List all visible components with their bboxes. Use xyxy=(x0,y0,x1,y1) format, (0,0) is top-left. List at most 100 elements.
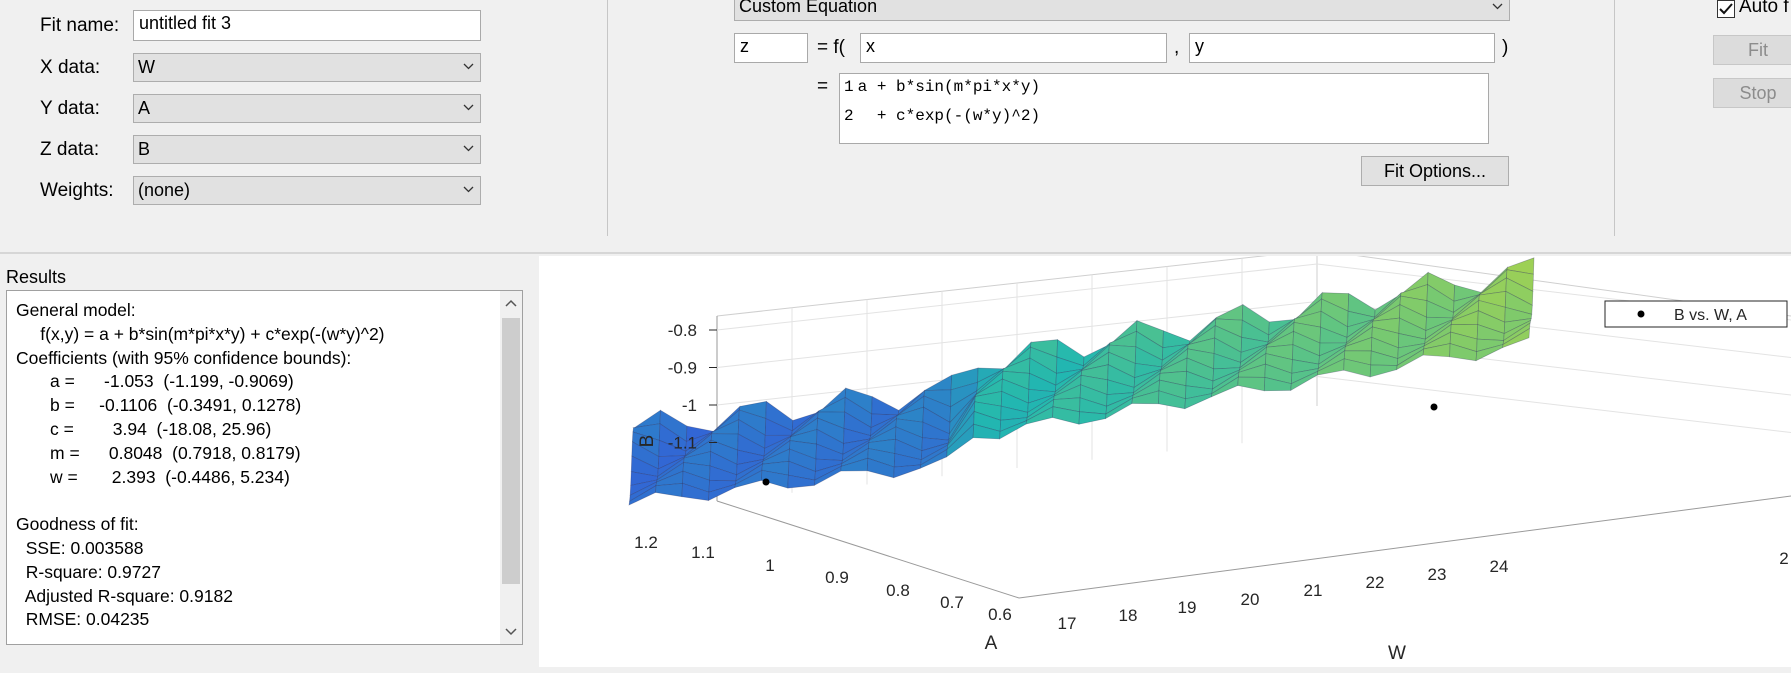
results-line: RMSE: 0.04235 xyxy=(16,609,150,630)
results-scrollbar[interactable] xyxy=(500,291,522,644)
equals-f-label: = f( xyxy=(817,37,845,58)
w-tick-label: 20 xyxy=(1241,590,1260,609)
fit-surface xyxy=(628,257,1535,506)
section-separator xyxy=(0,252,1791,254)
results-line: w = 2.393 (-0.4486, 5.234) xyxy=(16,466,290,487)
w-tick-label: 24 xyxy=(1490,557,1509,576)
w-tick-label: 22 xyxy=(1366,573,1385,592)
surface-plot[interactable]: -0.8 -0.9 -1 -1.1 1.2 1.1 1 0.9 0.8 0.7 0.6 17 18 19 2… xyxy=(539,249,1791,667)
weights-value: (none) xyxy=(138,180,191,200)
a-tick-label: 1.1 xyxy=(691,543,715,562)
a-tick-label: 0.9 xyxy=(825,568,849,587)
surface-patch xyxy=(871,396,900,416)
chevron-down-icon xyxy=(463,63,474,70)
fit-name-label: Fit name: xyxy=(40,15,120,36)
output-variable-input[interactable]: z xyxy=(734,33,808,63)
chevron-down-icon xyxy=(1492,3,1503,10)
results-line: a = -1.053 (-1.199, -0.9069) xyxy=(16,371,294,392)
results-line: b = -0.1106 (-0.3491, 0.1278) xyxy=(16,395,302,416)
equals-label: = xyxy=(817,76,829,97)
comma-label: , xyxy=(1174,37,1180,58)
independent-var2-input[interactable]: y xyxy=(1189,33,1495,63)
equation-text: + c*exp(-(w*y)^2) xyxy=(857,107,1041,125)
weights-label: Weights: xyxy=(40,180,114,201)
surface-patch xyxy=(1078,411,1107,425)
y-data-dropdown[interactable]: A xyxy=(133,94,481,123)
panel-divider xyxy=(1614,0,1615,236)
independent-var1-input[interactable]: x xyxy=(860,33,1167,63)
fit-type-dropdown[interactable]: Custom Equation xyxy=(734,0,1510,21)
legend: B vs. W, A xyxy=(1604,300,1788,328)
scroll-up-icon[interactable] xyxy=(500,293,522,313)
w-tick-label: 18 xyxy=(1119,606,1138,625)
auto-fit-label: Auto f xyxy=(1739,0,1789,17)
fit-type-value: Custom Equation xyxy=(739,0,878,16)
surface-patch xyxy=(817,396,846,413)
results-line: Coefficients (with 95% confidence bounds… xyxy=(16,347,352,368)
fit-name-input[interactable]: untitled fit 3 xyxy=(133,10,481,41)
weights-dropdown[interactable]: (none) xyxy=(133,176,481,205)
z-tick-label: -1 xyxy=(682,396,697,415)
w-axis-label: W xyxy=(1388,643,1406,664)
z-tick-label: -0.9 xyxy=(668,359,697,378)
axis-ticks: -0.8 -0.9 -1 -1.1 1.2 1.1 1 0.9 0.8 0.7 0.6 17 18 19 2… xyxy=(634,321,1789,633)
surface-patch xyxy=(923,374,953,391)
y-data-value: A xyxy=(138,98,151,118)
chevron-down-icon xyxy=(463,145,474,152)
results-line: R-square: 0.9727 xyxy=(16,561,161,582)
results-line: General model: xyxy=(16,300,136,320)
results-line: c = 3.94 (-18.08, 25.96) xyxy=(16,419,272,439)
scroll-down-icon[interactable] xyxy=(500,622,522,642)
equation-text: a + b*sin(m*pi*x*y) xyxy=(857,78,1041,96)
x-data-dropdown[interactable]: W xyxy=(133,53,481,82)
data-point xyxy=(1430,403,1438,411)
close-paren-label: ) xyxy=(1502,37,1509,58)
results-title: Results xyxy=(6,267,67,287)
w-tick-label: 19 xyxy=(1178,598,1197,617)
fit-options-button[interactable]: Fit Options... xyxy=(1361,156,1509,186)
auto-fit-checkbox[interactable] xyxy=(1717,0,1735,18)
z-data-value: B xyxy=(138,139,151,159)
stop-button[interactable]: Stop xyxy=(1713,78,1791,108)
results-line: m = 0.8048 (0.7918, 0.8179) xyxy=(16,442,301,463)
results-line: SSE: 0.003588 xyxy=(16,538,144,558)
w-tick-label: 23 xyxy=(1428,565,1447,584)
results-text-area[interactable]: General model: f(x,y) = a + b*sin(m*pi*x… xyxy=(6,290,523,645)
surface-patch xyxy=(893,464,922,479)
checkmark-icon xyxy=(1719,3,1733,15)
z-grid-line xyxy=(1316,376,1791,433)
surface-patch xyxy=(1502,327,1530,349)
line-number: 2 xyxy=(844,107,854,125)
results-line: Adjusted R-square: 0.9182 xyxy=(16,585,233,606)
scrollbar-thumb[interactable] xyxy=(502,318,520,584)
legend-marker xyxy=(1637,310,1645,318)
y-data-label: Y data: xyxy=(40,98,100,119)
a-tick-label: 0.8 xyxy=(886,581,910,600)
a-axis-label: A xyxy=(985,633,998,654)
equation-line: 2 + c*exp(-(w*y)^2) xyxy=(844,107,1040,125)
w-tick-label: 21 xyxy=(1304,581,1323,600)
x-data-label: X data: xyxy=(40,57,101,78)
z-tick-label: -1.1 xyxy=(668,434,697,453)
w-tick-label: 17 xyxy=(1058,614,1077,633)
data-point xyxy=(762,478,770,486)
axis-line xyxy=(716,500,1020,599)
legend-label: B vs. W, A xyxy=(1674,307,1747,324)
axis-line xyxy=(1018,495,1791,599)
a-tick-label: 1 xyxy=(765,556,774,575)
results-line: Goodness of fit: xyxy=(16,514,139,535)
z-axis-label: B xyxy=(637,435,658,448)
x-data-value: W xyxy=(138,57,155,77)
chevron-down-icon xyxy=(463,104,474,111)
z-tick-label: -0.8 xyxy=(668,321,697,340)
plot-area[interactable]: -0.8 -0.9 -1 -1.1 1.2 1.1 1 0.9 0.8 0.7 0.6 17 18 19 2… xyxy=(539,249,1791,667)
z-data-label: Z data: xyxy=(40,139,100,160)
surface-patch xyxy=(655,482,683,498)
w-tick-label: 2 xyxy=(1779,549,1788,568)
z-data-dropdown[interactable]: B xyxy=(133,135,481,164)
results-line: f(x,y) = a + b*sin(m*pi*x*y) + c*exp(-(w… xyxy=(16,323,385,344)
fit-button[interactable]: Fit xyxy=(1713,35,1791,65)
a-tick-label: 0.6 xyxy=(988,605,1012,624)
